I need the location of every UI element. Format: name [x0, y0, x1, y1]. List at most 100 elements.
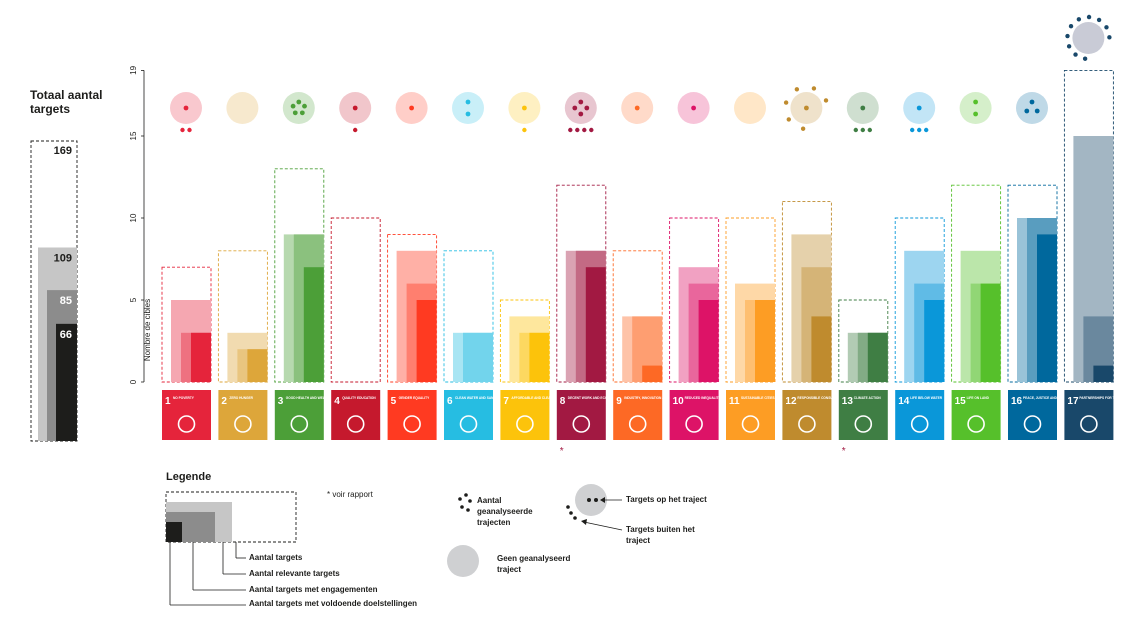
y-axis: 0 5 10 15 19 Nombre de cibles — [129, 65, 152, 384]
sdg-tile-label: NO POVERTY — [173, 396, 195, 400]
bar-sufficient-2 — [247, 349, 268, 382]
sdg-tile-number: 7 — [503, 396, 509, 407]
sdg-tile-label: GENDER EQUALITY — [399, 396, 431, 400]
traject-on-dot — [973, 99, 978, 105]
legend-label-outside: Targets buiten het traject — [626, 525, 695, 545]
legend-swatch-sufficient — [166, 522, 182, 542]
sdg-tile-number: 17 — [1067, 396, 1079, 407]
traject-on-dot — [578, 111, 584, 117]
total-title: Totaal aantal targets — [30, 88, 103, 116]
sdg-tile-icon — [685, 415, 703, 433]
total-value-targets: 169 — [54, 145, 72, 157]
legend-note: * voir rapport — [327, 490, 373, 499]
traject-on-dot — [860, 105, 866, 111]
traject-outside-dot — [917, 127, 922, 133]
traject-on-dot — [183, 105, 189, 111]
sdg-tile-icon — [403, 415, 421, 433]
traject-outside-dot — [589, 127, 594, 133]
traject-circle-16 — [1016, 92, 1048, 124]
sdg-tile-label: INDUSTRY, INNOVATION AND INFRASTRUCTURE — [624, 396, 699, 400]
sdg-tile-number: 16 — [1011, 396, 1023, 407]
sdg-tiles: 1 NO POVERTY 2 ZERO HUNGER 3 GOOD HEALTH AND … — [162, 390, 1131, 457]
sdg-tile-icon — [572, 415, 591, 433]
sdg-tile-number: 5 — [391, 396, 397, 407]
legend-outside-dot — [566, 505, 570, 509]
sdg-tile-icon — [459, 415, 478, 433]
traject-on-dot — [1034, 108, 1040, 114]
sdg-tile-icon — [628, 415, 647, 433]
total-value-sufficient: 66 — [60, 329, 72, 341]
traject-circle-11 — [734, 92, 766, 124]
sdg-tile-number: 2 — [221, 396, 227, 407]
traject-on-dot — [302, 103, 307, 109]
legend-traject-dot — [460, 505, 464, 509]
sdg-tile-number: 3 — [278, 396, 284, 407]
sdg-tile-number: 4 — [334, 396, 340, 407]
traject-outside-dot — [353, 127, 358, 133]
traject-on-dot — [584, 105, 590, 111]
sdg-tile-label: AFFORDABLE AND CLEAN ENERGY — [511, 396, 568, 400]
y-tick-label: 0 — [129, 379, 138, 384]
total-bar-sufficient — [56, 323, 77, 441]
traject-on-dot — [1024, 108, 1030, 114]
traject-outside-dot — [1076, 17, 1082, 22]
traject-circle-2 — [226, 92, 259, 124]
traject-on-dot — [296, 99, 302, 105]
legend-label-engagement: Aantal targets met engagementen — [249, 585, 378, 594]
legend-traject-dot — [464, 493, 468, 497]
sdg-tile-number: 6 — [447, 396, 453, 407]
traject-outside-dot — [800, 126, 806, 131]
traject-on-dot — [916, 105, 922, 111]
sdg-tile-number: 14 — [898, 396, 910, 407]
y-tick-label: 15 — [129, 131, 138, 140]
sdg-tile-number: 10 — [673, 396, 685, 407]
traject-outside-dot — [794, 87, 800, 92]
sdg-tile-number: 12 — [785, 396, 797, 407]
sdg-tile-number: 1 — [165, 396, 171, 407]
sdg-tile-label: QUALITY EDUCATION — [342, 396, 376, 400]
y-tick-label: 19 — [129, 65, 138, 74]
sdg-tile-icon — [234, 415, 252, 433]
traject-on-dot — [973, 111, 978, 117]
legend-label-targets: Aantal targets — [249, 553, 303, 562]
sdg-tile-number: 11 — [729, 396, 740, 407]
traject-circle-17 — [1072, 22, 1105, 54]
sdg-tile-icon — [967, 415, 985, 433]
traject-outside-dot — [1104, 25, 1109, 30]
traject-outside-dot — [1082, 56, 1088, 61]
legend-traject-dot — [458, 497, 462, 501]
traject-outside-dot — [568, 127, 573, 133]
traject-on-dot — [409, 105, 414, 111]
traject-outside-dot — [582, 127, 587, 133]
legend-label-no-traject: Geen geanalyseerd traject — [497, 554, 571, 574]
traject-outside-dot — [853, 127, 858, 133]
legend-label-relevant: Aantal relevante targets — [249, 569, 340, 578]
traject-outside-dot — [811, 86, 817, 91]
bar-sufficient-11 — [755, 300, 775, 382]
traject-outside-dot — [786, 117, 791, 122]
legend-arrow-outside — [583, 521, 623, 531]
traject-outside-dot — [1107, 35, 1112, 40]
total-value-relevant: 109 — [54, 253, 72, 265]
bar-sufficient-3 — [303, 267, 324, 382]
sdg-tile-label: GOOD HEALTH AND WELL-BEING — [286, 396, 339, 400]
traject-on-dot — [352, 105, 358, 111]
sdg-tile-icon — [177, 415, 196, 433]
legend-arrowhead — [581, 519, 587, 525]
bar-sufficient-12 — [811, 316, 832, 382]
sdg-tile-label: DECENT WORK AND ECONOMIC GROWTH — [568, 396, 634, 400]
bar-sufficient-13 — [867, 332, 888, 382]
legend-traject-dot — [468, 499, 472, 503]
sdg-tile-icon — [854, 415, 873, 433]
traject-outside-dot — [1065, 33, 1070, 39]
asterisk-mark: * — [560, 446, 564, 457]
sdg-tile-label: PEACE, JUSTICE AND STRONG INSTITUTIONS — [1023, 396, 1094, 400]
sdg-tile-icon — [516, 415, 534, 433]
bar-sufficient-17 — [1093, 365, 1114, 382]
traject-on-dot — [522, 105, 527, 111]
legend-outside-dot — [569, 511, 573, 515]
legend-label-sufficient: Aantal targets met voldoende doelstellin… — [249, 599, 418, 608]
legend-no-traject-circle — [447, 545, 479, 577]
legend-on-dot — [594, 498, 598, 502]
traject-outside-dot — [1068, 23, 1074, 29]
